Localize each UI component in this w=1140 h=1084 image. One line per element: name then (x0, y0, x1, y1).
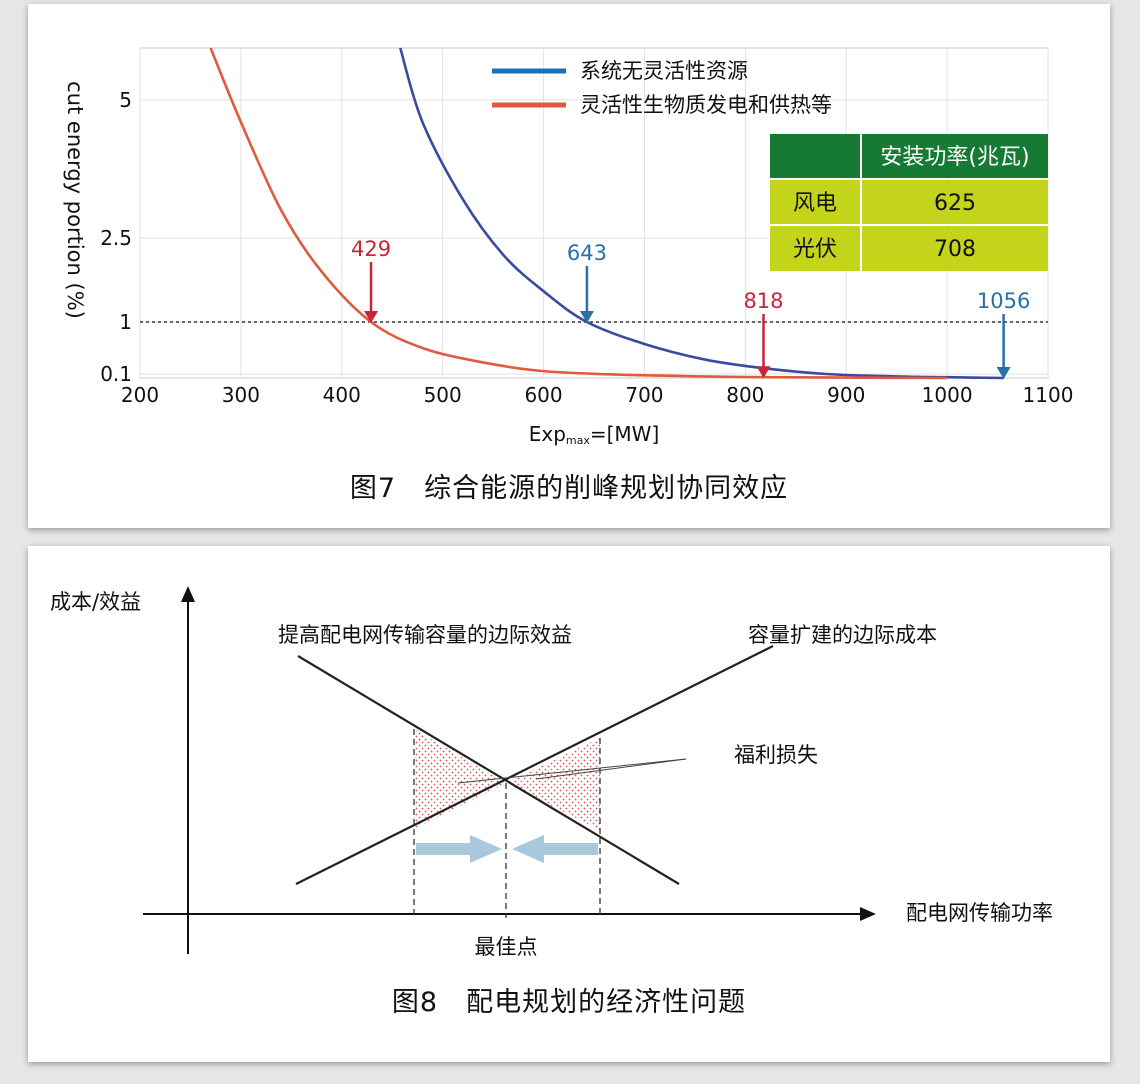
legend-label-red: 灵活性生物质发电和供热等 (580, 93, 832, 117)
x-tick-label: 500 (424, 383, 462, 407)
legend: 系统无灵活性资源 灵活性生物质发电和供热等 (492, 59, 832, 117)
y-tick-label: 0.1 (100, 362, 132, 386)
annotation-arrowhead (996, 367, 1011, 379)
x-tick-label: 800 (726, 383, 764, 407)
figure7-card: 429 643 818 1056 200 300 400 500 600 700 800 900 10… (28, 4, 1110, 528)
x-tick-label: 600 (524, 383, 562, 407)
marginal-cost-line (295, 645, 774, 885)
y-axis-label: 成本/效益 (50, 590, 141, 614)
x-tick-label: 900 (827, 383, 865, 407)
series-line-flex (209, 47, 948, 380)
x-axis-arrowhead (860, 907, 876, 921)
x-tick-label: 700 (625, 383, 663, 407)
legend-label-blue: 系统无灵活性资源 (580, 59, 748, 83)
optimum-label: 最佳点 (475, 935, 538, 959)
series-line-no-flex (399, 47, 1004, 380)
y-axis-label: cut energy portion (%) (63, 81, 87, 319)
annotation-label: 643 (567, 241, 607, 265)
x-axis-label: Expmax=[MW] (529, 422, 660, 447)
table-cell-pv: 光伏 (793, 237, 837, 262)
marginal-benefit-label: 提高配电网传输容量的边际效益 (278, 623, 572, 647)
table-cell-wind-value: 625 (934, 191, 976, 216)
y-tick-label: 5 (119, 88, 132, 112)
welfare-loss-region-right (506, 738, 600, 830)
x-tick-label: 400 (323, 383, 361, 407)
x-tick-label: 1000 (922, 383, 973, 407)
figure8-caption: 图8 配电规划的经济性问题 (391, 987, 747, 1018)
capacity-table: 安装功率(兆瓦) 风电 625 光伏 708 (770, 134, 1048, 271)
x-axis-label: 配电网传输功率 (906, 901, 1053, 925)
welfare-loss-pointer-1 (457, 758, 687, 784)
annotation-arrowhead (364, 311, 379, 323)
arrow-left (512, 835, 598, 863)
welfare-loss-label: 福利损失 (734, 743, 818, 767)
welfare-loss-pointer-2 (535, 758, 687, 780)
marginal-benefit-line (297, 655, 680, 885)
x-tick-label: 300 (222, 383, 260, 407)
annotation-label: 818 (743, 289, 783, 313)
annotation-arrowhead (579, 311, 594, 323)
table-cell-pv-value: 708 (934, 237, 976, 262)
y-tick-label: 2.5 (100, 226, 132, 250)
annotation-arrowhead (756, 366, 771, 379)
x-tick-label: 1100 (1023, 383, 1074, 407)
arrow-right (416, 835, 502, 863)
annotation-label: 1056 (977, 289, 1030, 313)
figure7-caption: 图7 综合能源的削峰规划协同效应 (349, 473, 789, 504)
x-tick-label: 200 (121, 383, 159, 407)
y-axis-arrowhead (181, 586, 195, 602)
y-tick-label: 1 (119, 310, 132, 334)
marginal-cost-label: 容量扩建的边际成本 (748, 623, 937, 647)
figure8-card: 成本/效益 配电网传输功率 提高配电网传输容量的边际效益 容量扩建的边际成本 福… (28, 546, 1110, 1062)
welfare-loss-region-left (414, 729, 506, 829)
figure8-diagram: 成本/效益 配电网传输功率 提高配电网传输容量的边际效益 容量扩建的边际成本 福… (50, 586, 1053, 959)
table-header: 安装功率(兆瓦) (880, 145, 1029, 170)
table-cell-wind: 风电 (793, 191, 837, 216)
annotation-label: 429 (351, 237, 391, 261)
